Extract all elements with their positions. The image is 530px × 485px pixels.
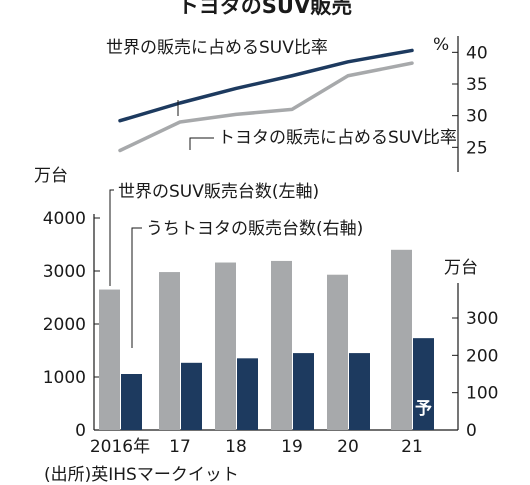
source-note: (出所)英IHSマークイット [44,465,239,485]
legend-world-sales: 世界のSUV販売台数(左軸) [118,182,319,202]
left-axis-tick-label: 4000 [43,209,86,229]
line-label-toyota-leader [189,137,214,150]
line-label-world: 世界の販売に占めるSUV比率 [106,38,328,58]
left-axis-tick-label: 0 [75,421,86,441]
line-label-toyota-text: トヨタの販売に占めるSUV比率 [218,128,457,148]
left-axis-tick-label: 2000 [43,315,86,335]
line-axis-tick-label: 35 [466,75,488,95]
bar-toyota-sales [237,358,258,430]
line-series-toyota [118,61,414,153]
bar-toyota-sales [121,374,142,430]
chart-marks: 0 1000 2000 3000 4000 0 100 200 300 2016年 17 18 19 20… [43,36,498,457]
bar-toyota-sales [293,353,314,430]
bar-world-sales [327,274,348,430]
x-axis-tick-label: 20 [337,437,359,457]
forecast-label: 予 [415,399,432,419]
right-axis-unit: 万台 [444,258,478,278]
line-label-world-text: 世界の販売に占めるSUV比率 [106,38,328,58]
x-axis-tick-label: 17 [169,437,191,457]
x-axis-tick-label: 19 [281,437,303,457]
line-axis-tick-label: 40 [466,43,488,63]
right-axis-tick-label: 200 [466,346,498,366]
bar-world-sales [99,289,120,430]
right-axis-tick-label: 0 [466,421,477,441]
bar-world-sales [391,249,412,430]
legend-world-leader [109,189,114,286]
x-axis-tick-label: 18 [225,437,247,457]
line-axis-tick-label: 30 [466,107,488,127]
x-axis-tick-label: 21 [401,437,423,457]
right-axis-tick-label: 300 [466,309,498,329]
bar-world-sales [271,260,292,430]
left-axis-tick-label: 1000 [43,368,86,388]
chart-title: トヨタのSUV販売 [178,0,352,18]
x-axis-tick-label: 2016年 [90,437,150,457]
bar-toyota-sales [413,338,434,430]
legend-toyota-sales: うちトヨタの販売台数(右軸) [146,219,363,239]
legend-toyota-leader [131,227,142,348]
left-axis-tick-label: 3000 [43,262,86,282]
bar-world-sales [215,262,236,430]
line-series-world [118,48,414,123]
line-axis-unit: % [433,35,449,55]
bar-toyota-sales [349,353,370,430]
line-label-toyota: トヨタの販売に占めるSUV比率 [218,128,457,148]
bar-world-sales [159,272,180,430]
right-axis-tick-label: 100 [466,384,498,404]
line-axis-tick-label: 25 [466,138,488,158]
left-axis-unit: 万台 [34,166,68,186]
bar-toyota-sales [181,362,202,430]
